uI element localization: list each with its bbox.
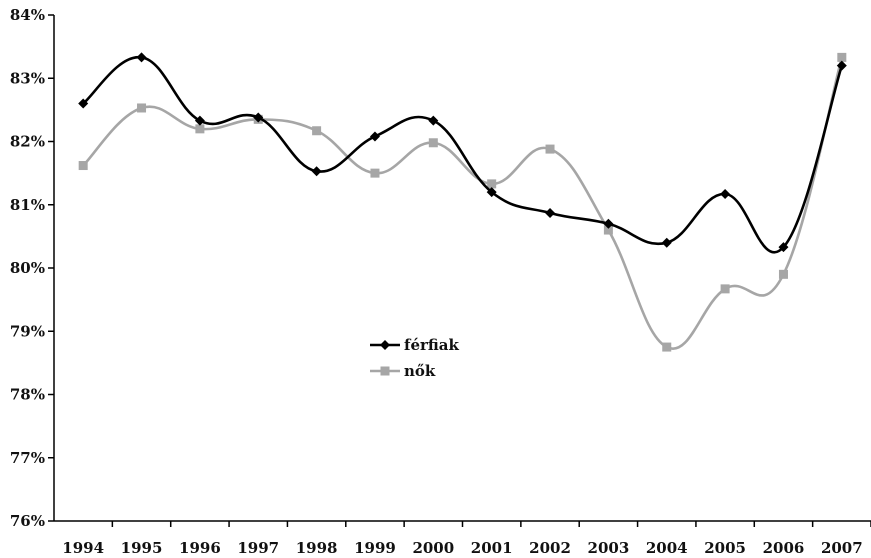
- x-tick-label: 1996: [179, 539, 221, 557]
- data-point: [778, 269, 788, 279]
- y-ticks: 76% 77% 78% 79% 80% 81% 82% 83% 84%: [10, 6, 54, 530]
- y-tick-label: 82%: [10, 133, 45, 151]
- y-tick-label: 77%: [10, 449, 45, 467]
- legend-marker-diamond: [380, 340, 390, 350]
- y-tick-label: 84%: [10, 6, 45, 24]
- data-point: [137, 103, 147, 113]
- y-tick-label: 83%: [10, 69, 45, 87]
- data-point: [195, 124, 205, 134]
- series-ferfiak: [78, 52, 847, 254]
- data-point: [311, 166, 322, 177]
- series-line: [82, 56, 844, 254]
- data-point: [603, 225, 613, 235]
- data-point: [603, 218, 614, 229]
- data-point: [778, 242, 789, 253]
- x-ticks: 1994 1995 1996 1997 1998 1999 2000 2001 2002 2003…: [62, 521, 871, 557]
- legend-label-ferfiak: férfiak: [404, 336, 460, 354]
- data-point: [194, 115, 205, 126]
- x-tick-label: 2001: [471, 539, 513, 557]
- x-tick-label: 1999: [354, 539, 396, 557]
- y-tick-label: 80%: [10, 259, 45, 277]
- data-point: [720, 188, 731, 199]
- x-tick-label: 1998: [296, 539, 338, 557]
- x-tick-label: 1995: [121, 539, 163, 557]
- x-tick-label: 2000: [412, 539, 454, 557]
- data-point: [78, 98, 89, 109]
- data-point: [369, 131, 380, 142]
- data-point: [312, 126, 322, 136]
- y-tick-label: 79%: [10, 322, 45, 340]
- data-point: [428, 115, 439, 126]
- legend-marker-square: [380, 366, 390, 376]
- series-line: [82, 57, 844, 350]
- data-point: [487, 179, 497, 189]
- x-tick-label: 1994: [62, 539, 104, 557]
- data-point: [428, 138, 438, 148]
- data-point: [545, 207, 556, 218]
- legend: férfiak nők: [364, 330, 464, 382]
- legend-label-nok: nők: [404, 362, 436, 380]
- axes: [53, 15, 871, 522]
- x-tick-label: 2006: [763, 539, 805, 557]
- data-point: [486, 187, 497, 198]
- x-tick-label: 2002: [529, 539, 571, 557]
- data-point: [836, 60, 847, 71]
- data-point: [136, 52, 147, 63]
- x-tick-label: 2007: [821, 539, 863, 557]
- data-point: [661, 237, 672, 248]
- x-tick-label: 2004: [646, 539, 688, 557]
- series-layer: [78, 52, 847, 352]
- y-tick-label: 78%: [10, 386, 45, 404]
- x-tick-label: 1997: [237, 539, 279, 557]
- data-point: [837, 52, 847, 62]
- x-tick-label: 2003: [588, 539, 630, 557]
- data-point: [662, 342, 672, 352]
- data-point: [545, 144, 555, 154]
- series-nok: [78, 52, 847, 352]
- data-point: [370, 168, 380, 178]
- y-tick-label: 81%: [10, 196, 45, 214]
- data-point: [78, 161, 88, 171]
- x-tick-label: 2005: [704, 539, 746, 557]
- data-point: [720, 284, 730, 294]
- data-point: [253, 112, 264, 123]
- y-tick-label: 76%: [10, 512, 45, 530]
